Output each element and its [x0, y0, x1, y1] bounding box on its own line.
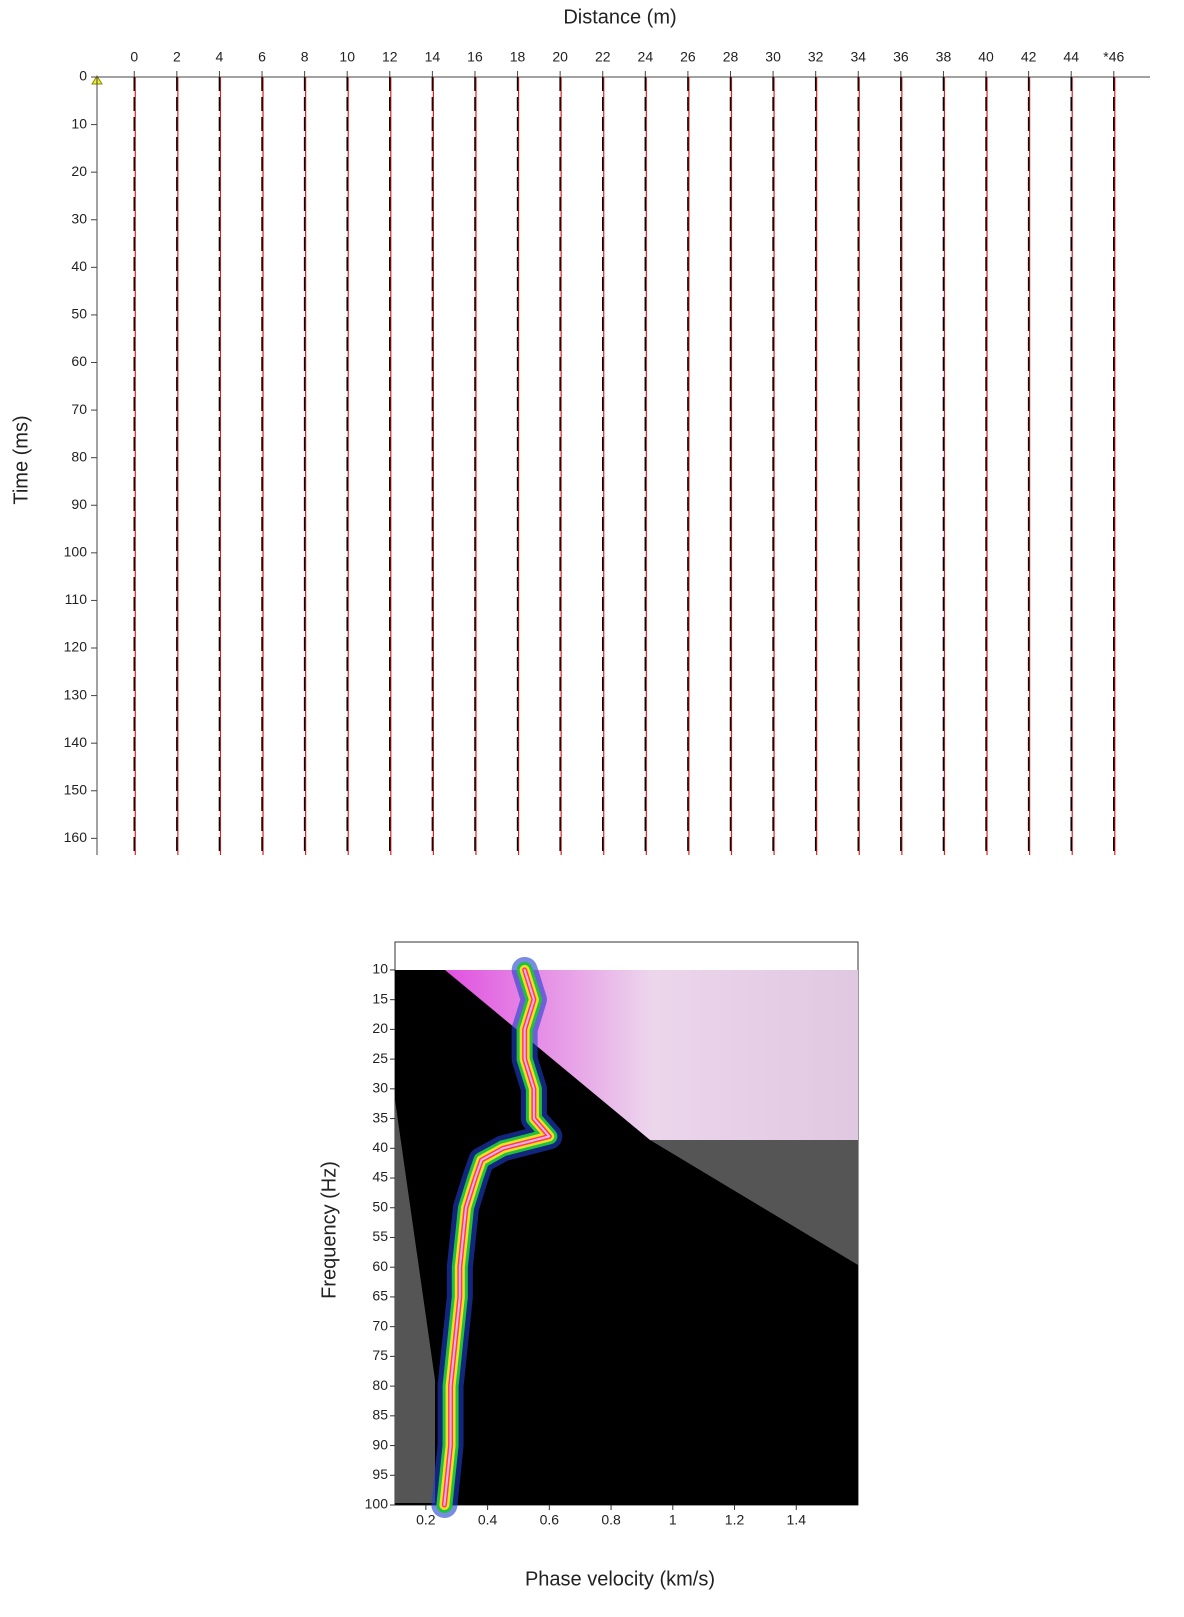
y-tick-label: 75 — [372, 1347, 388, 1363]
x-axis-label: Phase velocity (km/s) — [525, 1568, 715, 1590]
y-tick-label: 40 — [71, 258, 87, 274]
y-tick-label: 60 — [71, 353, 87, 369]
x-tick-label: 32 — [808, 49, 824, 65]
x-tick-label: 0.8 — [601, 1512, 621, 1528]
y-tick-label: 100 — [365, 1496, 389, 1512]
x-tick-label: 24 — [638, 49, 654, 65]
alias-region — [650, 1140, 858, 1265]
y-tick-label: 110 — [65, 591, 88, 607]
x-tick-label: 34 — [850, 49, 866, 65]
x-tick-label: 4 — [216, 49, 224, 65]
x-tick-label: 44 — [1063, 49, 1079, 65]
y-tick-label: 150 — [64, 781, 88, 797]
alias-region — [395, 1100, 435, 1503]
y-tick-label: 20 — [372, 1020, 388, 1036]
x-tick-label: 1.2 — [725, 1512, 745, 1528]
y-tick-label: 60 — [372, 1258, 388, 1274]
dispersion-curve — [443, 968, 551, 1506]
y-tick-label: 35 — [372, 1109, 388, 1125]
y-axis-label: Frequency (Hz) — [318, 1161, 340, 1299]
y-tick-label: 20 — [71, 163, 87, 179]
x-tick-label: *46 — [1103, 49, 1124, 65]
y-tick-label: 15 — [372, 990, 388, 1006]
x-tick-label: 0 — [130, 49, 138, 65]
alias-region — [445, 970, 858, 1140]
y-tick-label: 30 — [71, 210, 87, 226]
y-tick-label: 70 — [372, 1317, 388, 1333]
y-tick-label: 30 — [372, 1080, 388, 1096]
y-tick-label: 10 — [372, 961, 388, 977]
x-tick-label: 10 — [339, 49, 355, 65]
y-tick-label: 120 — [64, 639, 88, 655]
top-title: Distance (m) — [563, 6, 676, 28]
y-tick-label: 80 — [71, 448, 87, 464]
x-tick-label: 36 — [893, 49, 909, 65]
y-tick-label: 0 — [79, 68, 87, 84]
y-tick-label: 45 — [372, 1169, 388, 1185]
y-tick-label: 70 — [71, 401, 87, 417]
x-tick-label: 40 — [978, 49, 994, 65]
x-tick-label: 0.2 — [416, 1512, 436, 1528]
x-tick-label: 22 — [595, 49, 611, 65]
x-tick-label: 8 — [301, 49, 309, 65]
x-tick-label: 26 — [680, 49, 696, 65]
y-tick-label: 90 — [372, 1436, 388, 1452]
x-tick-label: 20 — [552, 49, 568, 65]
x-tick-label: 1 — [669, 1512, 677, 1528]
y-tick-label: 65 — [372, 1288, 388, 1304]
x-tick-label: 2 — [173, 49, 181, 65]
x-tick-label: 1.4 — [787, 1512, 807, 1528]
x-tick-label: 14 — [425, 49, 441, 65]
y-tick-label: 50 — [372, 1198, 388, 1214]
x-tick-label: 38 — [936, 49, 952, 65]
y-tick-label: 50 — [71, 306, 87, 322]
x-tick-label: 0.6 — [540, 1512, 560, 1528]
x-tick-label: 6 — [258, 49, 266, 65]
y-axis-label: Time (ms) — [10, 415, 32, 504]
y-tick-label: 100 — [64, 544, 88, 560]
x-tick-label: 0.4 — [478, 1512, 498, 1528]
x-tick-label: 28 — [723, 49, 739, 65]
x-tick-label: 18 — [510, 49, 526, 65]
x-tick-label: 42 — [1021, 49, 1037, 65]
x-tick-label: 16 — [467, 49, 483, 65]
y-tick-label: 140 — [64, 734, 88, 750]
y-tick-label: 90 — [71, 496, 87, 512]
x-tick-label: 30 — [765, 49, 781, 65]
y-tick-label: 55 — [372, 1228, 388, 1244]
y-tick-label: 95 — [372, 1466, 388, 1482]
y-tick-label: 80 — [372, 1377, 388, 1393]
y-tick-label: 160 — [64, 829, 88, 845]
x-tick-label: 12 — [382, 49, 398, 65]
y-tick-label: 130 — [64, 686, 88, 702]
y-tick-label: 85 — [372, 1407, 388, 1423]
y-tick-label: 25 — [372, 1050, 388, 1066]
y-tick-label: 10 — [71, 115, 87, 131]
y-tick-label: 40 — [372, 1139, 388, 1155]
